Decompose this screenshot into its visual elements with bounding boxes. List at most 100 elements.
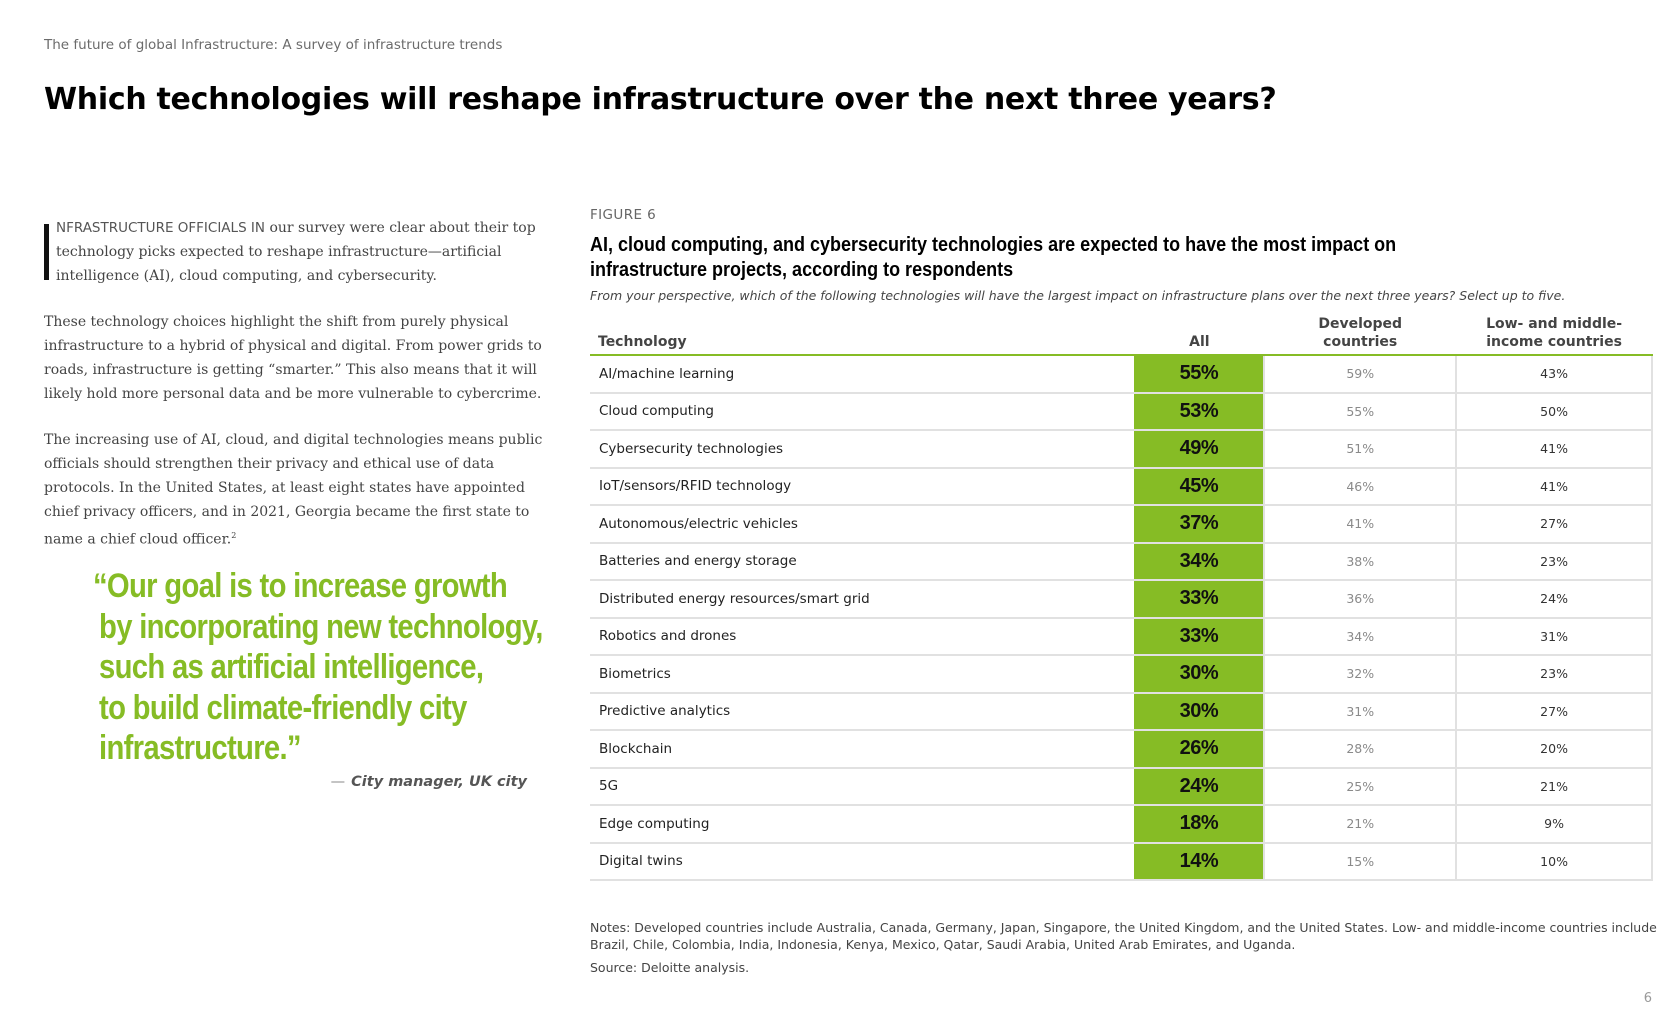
cell-all: 49% — [1134, 430, 1265, 469]
cell-developed: 34% — [1263, 617, 1457, 656]
cell-technology: Edge computing — [590, 805, 1135, 844]
footnote-marker: 2 — [231, 531, 237, 540]
cell-all: 30% — [1134, 655, 1265, 694]
body-text-column: NFRASTRUCTURE OFFICIALS IN our survey we… — [44, 216, 554, 552]
cell-developed: 41% — [1263, 505, 1457, 544]
header-low-middle: Low- and middle-income countries — [1456, 315, 1652, 356]
cell-low-middle: 9% — [1455, 805, 1653, 844]
figure-source: Source: Deloitte analysis. — [590, 960, 750, 975]
cell-developed: 25% — [1263, 767, 1457, 806]
cell-low-middle: 27% — [1455, 692, 1653, 731]
cell-technology: Predictive analytics — [590, 692, 1135, 731]
page-number: 6 — [1643, 991, 1652, 1006]
attribution-text: City manager, UK city — [351, 774, 527, 790]
cell-technology: 5G — [590, 767, 1135, 806]
cell-low-middle: 27% — [1455, 505, 1653, 544]
cell-developed: 46% — [1263, 467, 1457, 506]
table-row: AI/machine learning 55% 59% 43% — [590, 355, 1653, 394]
cell-all: 34% — [1134, 542, 1265, 581]
cell-low-middle: 43% — [1455, 355, 1653, 394]
table-row: Predictive analytics 30% 31% 27% — [590, 692, 1653, 731]
header-developed: Developed countries — [1264, 315, 1457, 356]
cell-developed: 55% — [1263, 392, 1457, 431]
technology-impact-table: Technology All Developed countries Low- a… — [590, 315, 1653, 881]
header-all: All — [1134, 315, 1265, 356]
quote-line: infrastructure.” — [99, 729, 302, 767]
cell-technology: Distributed energy resources/smart grid — [590, 580, 1135, 619]
cell-developed: 15% — [1263, 842, 1457, 881]
page-title: Which technologies will reshape infrastr… — [44, 82, 1277, 117]
table-row: Cybersecurity technologies 49% 51% 41% — [590, 430, 1653, 469]
header-technology: Technology — [590, 315, 1135, 356]
cell-developed: 21% — [1263, 805, 1457, 844]
header-developed-line2: countries — [1323, 334, 1398, 350]
table-row: Batteries and energy storage 34% 38% 23% — [590, 542, 1653, 581]
running-header: The future of global Infrastructure: A s… — [44, 37, 503, 53]
cell-developed: 36% — [1263, 580, 1457, 619]
cell-developed: 28% — [1263, 730, 1457, 769]
quote-attribution: — City manager, UK city — [331, 774, 527, 790]
cell-technology: Digital twins — [590, 842, 1135, 881]
cell-all: 14% — [1134, 842, 1265, 881]
body-paragraph-1: These technology choices highlight the s… — [44, 314, 542, 402]
figure-label: FIGURE 6 — [590, 207, 657, 223]
figure-notes: Notes: Developed countries include Austr… — [590, 920, 1657, 952]
cell-technology: Robotics and drones — [590, 617, 1135, 656]
cell-low-middle: 50% — [1455, 392, 1653, 431]
cell-technology: Cloud computing — [590, 392, 1135, 431]
cell-technology: AI/machine learning — [590, 355, 1135, 394]
cell-low-middle: 41% — [1455, 467, 1653, 506]
header-low-line2: income countries — [1486, 334, 1622, 350]
pull-quote: “Our goal is to increase growth by incor… — [93, 566, 543, 769]
cell-low-middle: 23% — [1455, 655, 1653, 694]
attribution-dash: — — [330, 774, 346, 790]
table-row: Biometrics 30% 32% 23% — [590, 655, 1653, 694]
cell-developed: 38% — [1263, 542, 1457, 581]
cell-all: 24% — [1134, 767, 1265, 806]
cell-all: 30% — [1134, 692, 1265, 731]
cell-technology: Biometrics — [590, 655, 1135, 694]
lead-caps: NFRASTRUCTURE OFFICIALS IN — [56, 220, 266, 236]
cell-low-middle: 24% — [1455, 580, 1653, 619]
quote-line: such as artificial intelligence, — [99, 648, 484, 686]
cell-developed: 31% — [1263, 692, 1457, 731]
body-paragraph-2: The increasing use of AI, cloud, and dig… — [44, 428, 554, 552]
table-row: Distributed energy resources/smart grid 3… — [590, 580, 1653, 619]
cell-all: 45% — [1134, 467, 1265, 506]
table-row: Autonomous/electric vehicles 37% 41% 27% — [590, 505, 1653, 544]
cell-technology: Autonomous/electric vehicles — [590, 505, 1135, 544]
lead-paragraph: NFRASTRUCTURE OFFICIALS IN our survey we… — [44, 216, 554, 288]
table-row: 5G 24% 25% 21% — [590, 767, 1653, 806]
cell-technology: Batteries and energy storage — [590, 542, 1135, 581]
cell-low-middle: 20% — [1455, 730, 1653, 769]
cell-technology: IoT/sensors/RFID technology — [590, 467, 1135, 506]
survey-question: From your perspective, which of the foll… — [590, 288, 1566, 303]
cell-all: 55% — [1134, 355, 1265, 394]
cell-low-middle: 31% — [1455, 617, 1653, 656]
table-row: IoT/sensors/RFID technology 45% 46% 41% — [590, 467, 1653, 506]
quote-line: “Our goal is to increase growth — [93, 567, 508, 605]
cell-low-middle: 23% — [1455, 542, 1653, 581]
cell-all: 18% — [1134, 805, 1265, 844]
figure-title: AI, cloud computing, and cybersecurity t… — [590, 234, 1397, 281]
cell-low-middle: 41% — [1455, 430, 1653, 469]
cell-technology: Blockchain — [590, 730, 1135, 769]
figure-header: FIGURE 6 AI, cloud computing, and cybers… — [590, 207, 1653, 303]
cell-developed: 51% — [1263, 430, 1457, 469]
table-row: Edge computing 18% 21% 9% — [590, 805, 1653, 844]
drop-cap-bar — [44, 224, 49, 280]
table-row: Cloud computing 53% 55% 50% — [590, 392, 1653, 431]
body-paragraph-2-text: The increasing use of AI, cloud, and dig… — [44, 432, 543, 548]
lead-text: our survey were clear about their top te… — [56, 220, 536, 284]
table-row: Blockchain 26% 28% 20% — [590, 730, 1653, 769]
cell-developed: 59% — [1263, 355, 1457, 394]
cell-technology: Cybersecurity technologies — [590, 430, 1135, 469]
quote-line: to build climate-friendly city — [99, 688, 467, 727]
cell-low-middle: 10% — [1455, 842, 1653, 881]
header-developed-line1: Developed — [1318, 316, 1403, 332]
header-low-line1: Low- and middle- — [1486, 316, 1623, 332]
table-header-row: Technology All Developed countries Low- a… — [590, 315, 1652, 356]
cell-developed: 32% — [1263, 655, 1457, 694]
cell-all: 33% — [1134, 617, 1265, 656]
table-row: Digital twins 14% 15% 10% — [590, 842, 1653, 881]
